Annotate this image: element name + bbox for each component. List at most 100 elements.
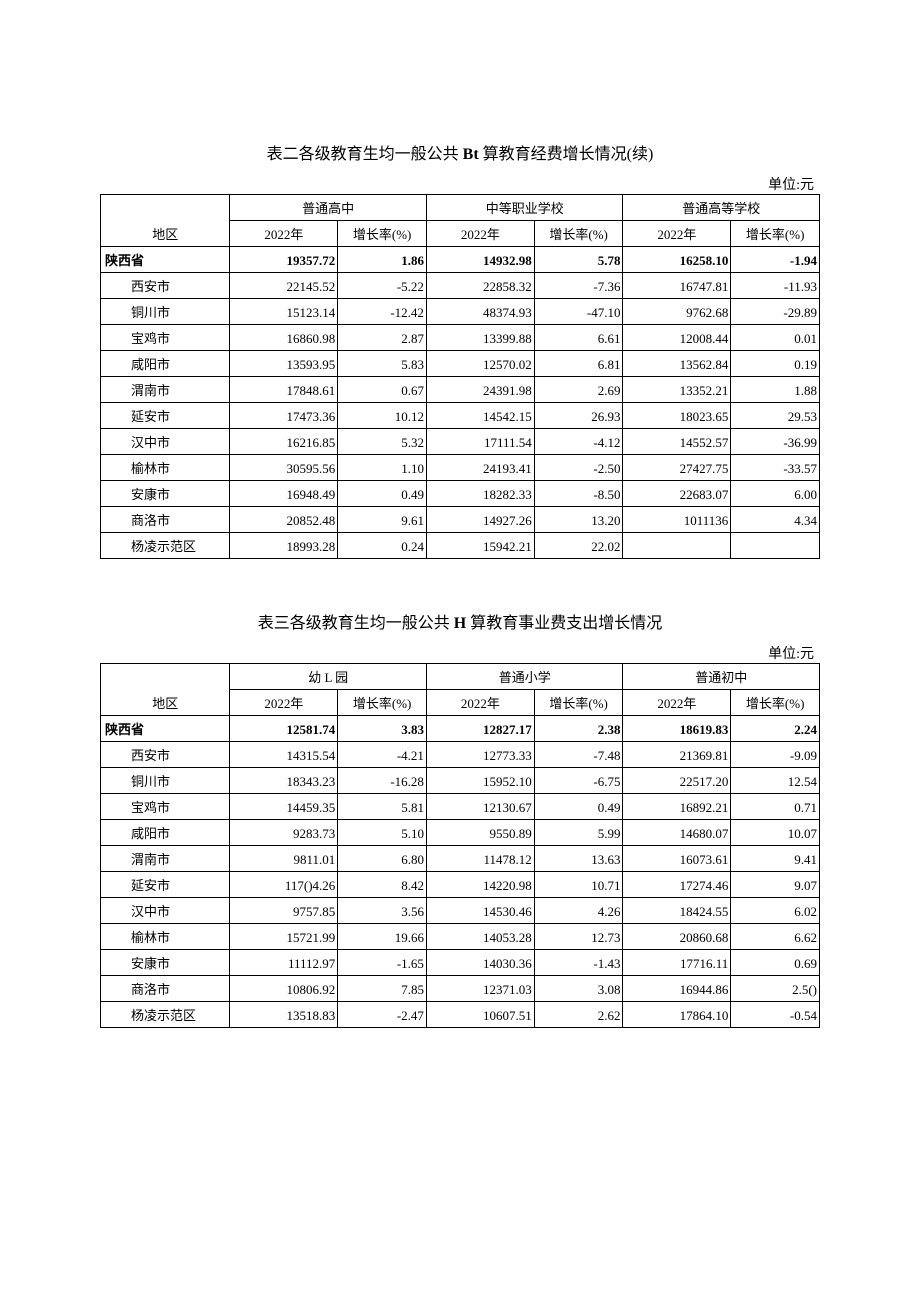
rate-cell: 8.42 — [338, 872, 427, 898]
value-cell: 16073.61 — [623, 846, 731, 872]
table-row: 咸阳市9283.735.109550.895.9914680.0710.07 — [101, 820, 820, 846]
sub-rate-0: 增长率(%) — [338, 690, 427, 716]
value-cell: 13352.21 — [623, 377, 731, 403]
region-cell: 咸阳市 — [101, 820, 230, 846]
rate-cell: 5.81 — [338, 794, 427, 820]
value-cell: 15123.14 — [230, 299, 338, 325]
rate-cell: 5.10 — [338, 820, 427, 846]
rate-cell: -9.09 — [731, 742, 820, 768]
group-header-1: 普通小学 — [426, 664, 623, 690]
value-cell: 22145.52 — [230, 273, 338, 299]
value-cell: 14459.35 — [230, 794, 338, 820]
table-row: 陕西省12581.743.8312827.172.3818619.832.24 — [101, 716, 820, 742]
value-cell: 17848.61 — [230, 377, 338, 403]
table-row: 榆林市30595.561.1024193.41-2.5027427.75-33.… — [101, 455, 820, 481]
value-cell: 18993.28 — [230, 533, 338, 559]
value-cell: 12581.74 — [230, 716, 338, 742]
value-cell: 13518.83 — [230, 1002, 338, 1028]
region-cell: 铜川市 — [101, 299, 230, 325]
value-cell: 22517.20 — [623, 768, 731, 794]
value-cell: 11478.12 — [426, 846, 534, 872]
table-2-block: 表二各级教育生均一般公共 Bt 算教育经费增长情况(续) 单位:元 地区 普通高… — [100, 140, 820, 559]
table-row: 咸阳市13593.955.8312570.026.8113562.840.19 — [101, 351, 820, 377]
value-cell: 15952.10 — [426, 768, 534, 794]
rate-cell: -47.10 — [534, 299, 623, 325]
rate-cell: 6.80 — [338, 846, 427, 872]
value-cell: 1011136 — [623, 507, 731, 533]
value-cell: 15942.21 — [426, 533, 534, 559]
rate-cell: 0.71 — [731, 794, 820, 820]
value-cell: 18282.33 — [426, 481, 534, 507]
region-cell: 延安市 — [101, 403, 230, 429]
rate-cell: 22.02 — [534, 533, 623, 559]
table-row: 汉中市16216.855.3217111.54-4.1214552.57-36.… — [101, 429, 820, 455]
value-cell: 24193.41 — [426, 455, 534, 481]
rate-cell: 5.78 — [534, 247, 623, 273]
value-cell: 30595.56 — [230, 455, 338, 481]
title-suffix: 算教育事业费支出增长情况 — [466, 615, 662, 632]
title-prefix: 表三各级教育生均一般公共 — [258, 615, 454, 632]
rate-cell: 5.83 — [338, 351, 427, 377]
sub-rate-2: 增长率(%) — [731, 221, 820, 247]
rate-cell: -2.50 — [534, 455, 623, 481]
value-cell: 13399.88 — [426, 325, 534, 351]
rate-cell: 12.54 — [731, 768, 820, 794]
value-cell: 17111.54 — [426, 429, 534, 455]
rate-cell: -1.94 — [731, 247, 820, 273]
table-2-head: 地区 普通高中 中等职业学校 普通高等学校 2022年 增长率(%) 2022年… — [101, 195, 820, 247]
value-cell: 14552.57 — [623, 429, 731, 455]
value-cell: 18343.23 — [230, 768, 338, 794]
rate-cell: -29.89 — [731, 299, 820, 325]
rate-cell: 9.07 — [731, 872, 820, 898]
table-row: 渭南市9811.016.8011478.1213.6316073.619.41 — [101, 846, 820, 872]
rate-cell: 2.87 — [338, 325, 427, 351]
group-header-2: 普通初中 — [623, 664, 820, 690]
rate-cell: 29.53 — [731, 403, 820, 429]
value-cell: 14932.98 — [426, 247, 534, 273]
table-row: 汉中市9757.853.5614530.464.2618424.556.02 — [101, 898, 820, 924]
rate-cell: 26.93 — [534, 403, 623, 429]
value-cell: 10806.92 — [230, 976, 338, 1002]
value-cell: 12827.17 — [426, 716, 534, 742]
rate-cell: -36.99 — [731, 429, 820, 455]
rate-cell: -11.93 — [731, 273, 820, 299]
value-cell: 11112.97 — [230, 950, 338, 976]
group-header-2: 普通高等学校 — [623, 195, 820, 221]
value-cell: 9811.01 — [230, 846, 338, 872]
value-cell: 22858.32 — [426, 273, 534, 299]
rate-cell: -12.42 — [338, 299, 427, 325]
table-row: 宝鸡市14459.355.8112130.670.4916892.210.71 — [101, 794, 820, 820]
value-cell: 10607.51 — [426, 1002, 534, 1028]
rate-cell: 5.99 — [534, 820, 623, 846]
rate-cell: -2.47 — [338, 1002, 427, 1028]
rate-cell — [731, 533, 820, 559]
value-cell: 17716.11 — [623, 950, 731, 976]
region-cell: 商洛市 — [101, 976, 230, 1002]
table-2-unit: 单位:元 — [100, 174, 820, 194]
rate-cell: 2.5() — [731, 976, 820, 1002]
sub-year-2: 2022年 — [623, 221, 731, 247]
value-cell: 14542.15 — [426, 403, 534, 429]
rate-cell: 19.66 — [338, 924, 427, 950]
title-bold: Bt — [463, 146, 479, 163]
title-prefix: 表二各级教育生均一般公共 — [267, 146, 463, 163]
value-cell: 19357.72 — [230, 247, 338, 273]
rate-cell: 4.34 — [731, 507, 820, 533]
region-header: 地区 — [101, 195, 230, 247]
rate-cell: 6.62 — [731, 924, 820, 950]
rate-cell: -6.75 — [534, 768, 623, 794]
value-cell: 21369.81 — [623, 742, 731, 768]
title-suffix: 算教育经费增长情况(续) — [479, 146, 654, 163]
rate-cell: -1.65 — [338, 950, 427, 976]
rate-cell: 12.73 — [534, 924, 623, 950]
rate-cell: -4.21 — [338, 742, 427, 768]
region-cell: 渭南市 — [101, 377, 230, 403]
rate-cell: 10.07 — [731, 820, 820, 846]
value-cell: 18619.83 — [623, 716, 731, 742]
table-row: 商洛市10806.927.8512371.033.0816944.862.5() — [101, 976, 820, 1002]
region-cell: 杨凌示范区 — [101, 1002, 230, 1028]
rate-cell: 6.00 — [731, 481, 820, 507]
table-row: 西安市22145.52-5.2222858.32-7.3616747.81-11… — [101, 273, 820, 299]
rate-cell: 10.12 — [338, 403, 427, 429]
value-cell: 12570.02 — [426, 351, 534, 377]
